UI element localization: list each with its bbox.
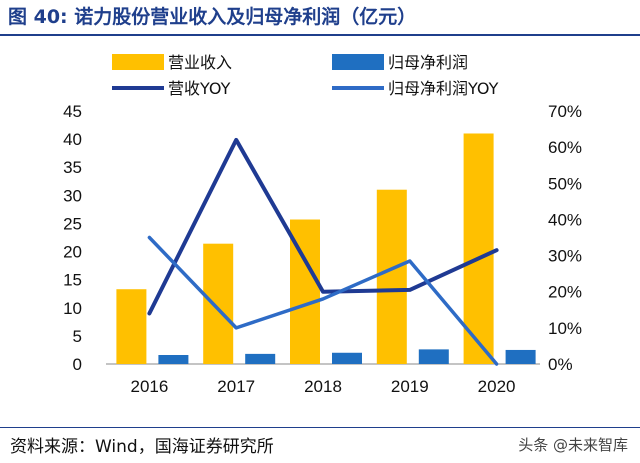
revenue-bar [376,189,407,364]
legend-revenue-yoy: 营收YOY [112,79,231,98]
profit-bar [158,355,189,364]
y-left-tick-label: 15 [63,271,82,290]
legend-profit: 归母净利润 [332,53,468,72]
y-left-tick-label: 25 [63,214,82,233]
y-left-tick-label: 30 [63,186,82,205]
y-right-tick-label: 20% [548,283,582,302]
profit-bar [418,349,449,364]
lines [147,137,499,366]
legend-profit-yoy: 归母净利润YOY [332,79,499,98]
revenue-bar [203,243,234,364]
y-right-tick-label: 70% [548,102,582,121]
figure-title: 图 40: 诺力股份营业收入及归母净利润（亿元） [8,6,417,28]
axes: 0 5 10 15 20 25 30 35 40 45 0% 10% 20% 30% 40% 50% 60% 70… [63,102,582,396]
title-rule [0,34,640,36]
x-tick-label: 2020 [478,377,516,396]
legend-profit-swatch [332,54,384,70]
watermark: 头条 @未来智库 [518,436,628,454]
legend-revenue: 营业收入 [112,53,232,72]
legend-revenue-yoy-label: 营收YOY [168,79,231,98]
profit-bar [505,349,536,364]
profit-bar [245,353,276,364]
profit-yoy-line [147,235,499,366]
source-rule [0,427,640,428]
y-right-tick-label: 50% [548,174,582,193]
y-left-tick-label: 20 [63,243,82,262]
x-tick-label: 2017 [217,377,255,396]
legend-revenue-swatch [112,54,164,70]
y-left-tick-label: 45 [63,102,82,121]
legend-profit-yoy-label: 归母净利润YOY [388,79,499,98]
bars [116,133,536,364]
revenue-bar [116,289,147,364]
y-left-tick-label: 0 [73,355,82,374]
x-tick-label: 2016 [130,377,168,396]
y-right-tick-label: 10% [548,319,582,338]
revenue-yoy-line [147,137,499,316]
y-left-tick-label: 35 [63,158,82,177]
x-tick-label: 2019 [391,377,429,396]
legend-profit-label: 归母净利润 [388,53,468,72]
revenue-bar [463,133,494,364]
y-left-tick-label: 5 [73,327,82,346]
y-right-tick-label: 60% [548,138,582,157]
y-right-tick-label: 30% [548,247,582,266]
profit-bar [332,352,362,364]
legend-revenue-label: 营业收入 [168,53,232,72]
x-tick-label: 2018 [304,377,342,396]
y-right-tick-label: 40% [548,210,582,229]
source-note: 资料来源：Wind，国海证券研究所 [10,437,274,457]
y-left-tick-label: 10 [63,299,82,318]
y-left-tick-label: 40 [63,130,82,149]
y-right-tick-label: 0% [548,355,573,374]
